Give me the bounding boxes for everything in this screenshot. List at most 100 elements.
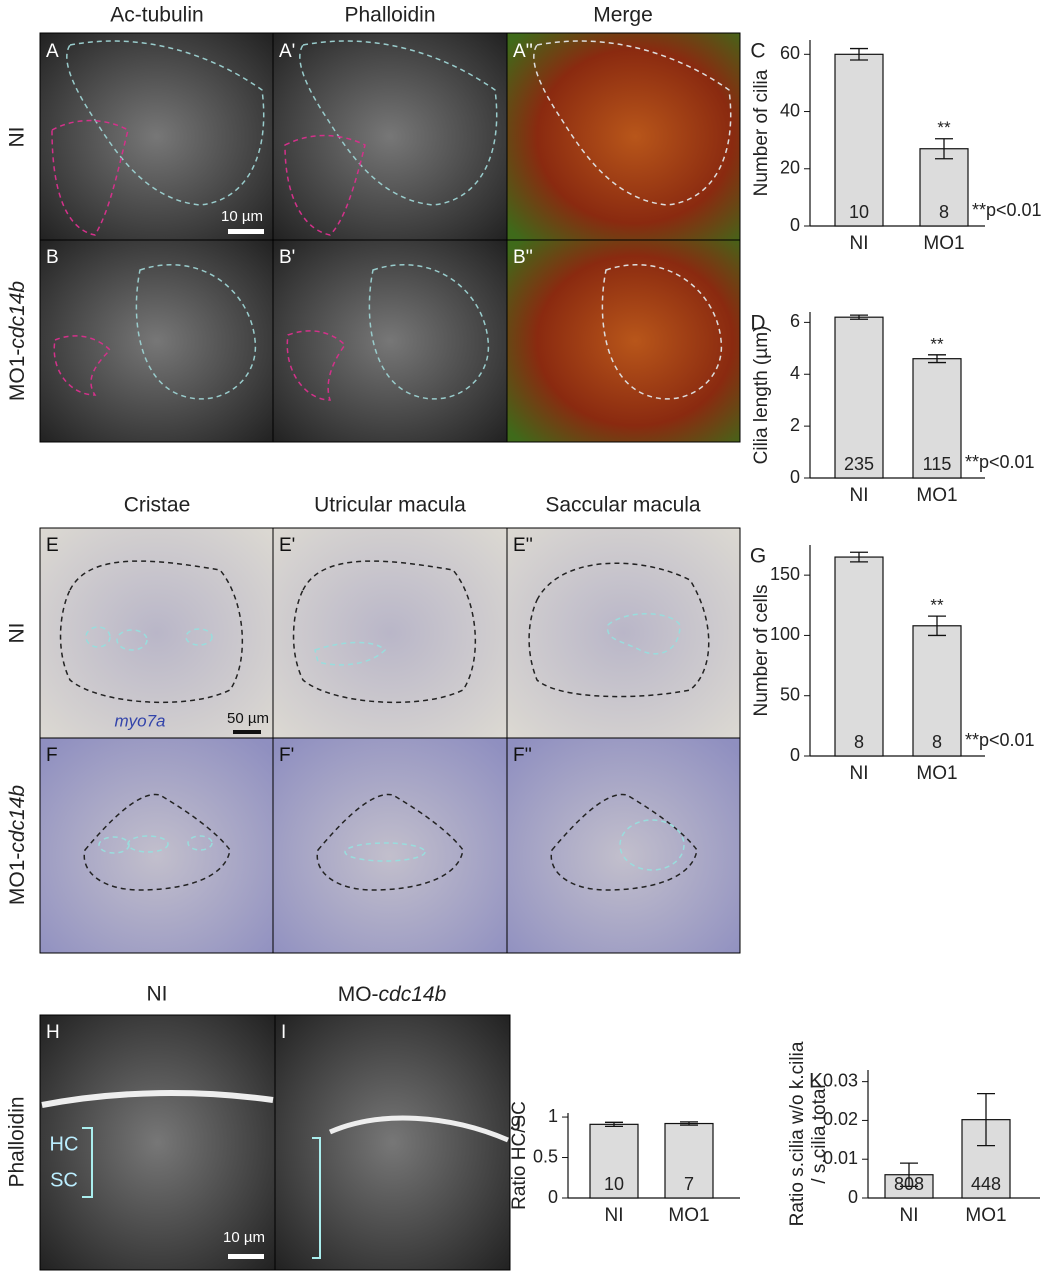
n-label: 10 (849, 202, 869, 222)
panel-letter: I (281, 1022, 286, 1043)
error-bar (850, 47, 868, 61)
y-tick-label: 0.5 (533, 1146, 558, 1166)
y-tick-label: 6 (790, 311, 800, 331)
y-tick-label: 0 (790, 745, 800, 765)
panel-letter: E' (279, 535, 295, 556)
region-outlines (59, 560, 710, 891)
y-tick-label: 150 (770, 564, 800, 584)
panel-letter: B'' (513, 247, 533, 268)
y-tick-label: 0 (790, 467, 800, 487)
n-label: 235 (844, 454, 874, 474)
bracket (312, 1137, 321, 1259)
x-tick-label: NI (850, 763, 869, 784)
scale-bar (228, 1254, 264, 1259)
bar (664, 1122, 714, 1199)
x-tick-label: NI (900, 1205, 919, 1226)
y-tick-label: 1 (548, 1106, 558, 1126)
scale-bar-label: 10 µm (223, 1229, 265, 1246)
panel-label: C (750, 40, 765, 63)
x-tick-label: MO1 (965, 1205, 1006, 1226)
n-label: 808 (894, 1174, 924, 1194)
scale-bar (228, 229, 264, 234)
y-tick-label: 2 (790, 415, 800, 435)
y-tick-label: 0 (548, 1187, 558, 1207)
y-tick-label: 0.01 (823, 1148, 858, 1168)
y-axis-label: Ratio s.cilia w/o k.cilia (787, 1041, 808, 1226)
panel-letter: E (46, 535, 59, 556)
y-tick-label: 0 (790, 215, 800, 235)
n-label: 8 (939, 202, 949, 222)
y-axis-label: / s.cilia total (809, 1084, 830, 1183)
note: **p<0.01 (965, 452, 1035, 472)
error-bar (680, 1121, 698, 1126)
region-outlines (51, 40, 732, 401)
scale-bar-label: 10 µm (221, 208, 263, 225)
y-axis-label: Number of cilia (751, 69, 772, 196)
panel-letter: B' (279, 247, 295, 268)
x-tick-label: NI (605, 1205, 624, 1226)
n-label: 10 (604, 1174, 624, 1194)
n-label: 115 (923, 454, 952, 474)
n-label: 7 (684, 1174, 694, 1194)
panel-letter: F' (279, 745, 294, 766)
error-bar (928, 354, 946, 364)
x-tick-label: NI (850, 485, 869, 506)
panel-letter: H (46, 1022, 60, 1043)
y-tick-label: 4 (790, 363, 800, 383)
column-header: NI (147, 983, 168, 1006)
note: **p<0.01 (965, 730, 1035, 750)
row-label: MO1-cdc14b (6, 281, 29, 402)
y-tick-label: 20 (780, 158, 800, 178)
column-header: Utricular macula (314, 494, 466, 517)
membrane (41, 1090, 274, 1108)
micrograph-grid (39, 1014, 511, 1271)
panel-label: J (511, 1113, 522, 1136)
y-tick-label: 50 (780, 684, 800, 704)
error-bar (928, 615, 946, 637)
row-label: MO1-cdc14b (6, 785, 29, 906)
column-header: Phalloidin (344, 4, 435, 27)
panel-label: G (750, 545, 766, 568)
error-bar (605, 1121, 623, 1128)
bar (961, 1119, 1011, 1199)
panel-letter: B (46, 247, 59, 268)
error-bar (850, 551, 868, 563)
y-tick-label: 0.03 (823, 1070, 858, 1090)
x-tick-label: MO1 (923, 233, 964, 254)
panel-letter: F (46, 745, 58, 766)
panel-letter: A (46, 41, 59, 62)
bar (589, 1123, 639, 1199)
x-tick-label: NI (850, 233, 869, 254)
n-label: 8 (854, 732, 864, 752)
membrane (328, 1115, 509, 1143)
y-axis-label: Number of cells (751, 585, 772, 717)
panel-letter: A'' (513, 41, 533, 62)
note: **p<0.01 (972, 200, 1042, 220)
x-tick-label: MO1 (916, 485, 957, 506)
y-tick-label: 40 (780, 100, 800, 120)
column-header: Saccular macula (545, 494, 701, 517)
bar (834, 53, 884, 227)
column-header: MO-cdc14b (338, 983, 447, 1006)
y-tick-label: 0 (848, 1187, 858, 1207)
y-axis-label: Cilia length (µm) (751, 326, 772, 465)
scale-bar-label: 50 µm (227, 710, 269, 727)
column-header: Cristae (124, 494, 191, 517)
n-label: 8 (932, 732, 942, 752)
sc-label: SC (50, 1169, 78, 1191)
bar (834, 556, 884, 757)
row-label: Phalloidin (6, 1096, 29, 1187)
y-axis-label: Ratio HC/SC (509, 1101, 530, 1210)
bar (919, 148, 969, 227)
error-bar (850, 314, 868, 320)
panel-letter: F'' (513, 745, 532, 766)
significance: ** (930, 334, 944, 353)
scale-bar (233, 730, 261, 734)
significance: ** (937, 118, 951, 137)
panel-label: D (750, 312, 765, 335)
bar (912, 358, 962, 479)
y-tick-label: 0.02 (823, 1109, 858, 1129)
column-header: Ac-tubulin (110, 4, 203, 27)
error-bar (900, 1162, 918, 1188)
